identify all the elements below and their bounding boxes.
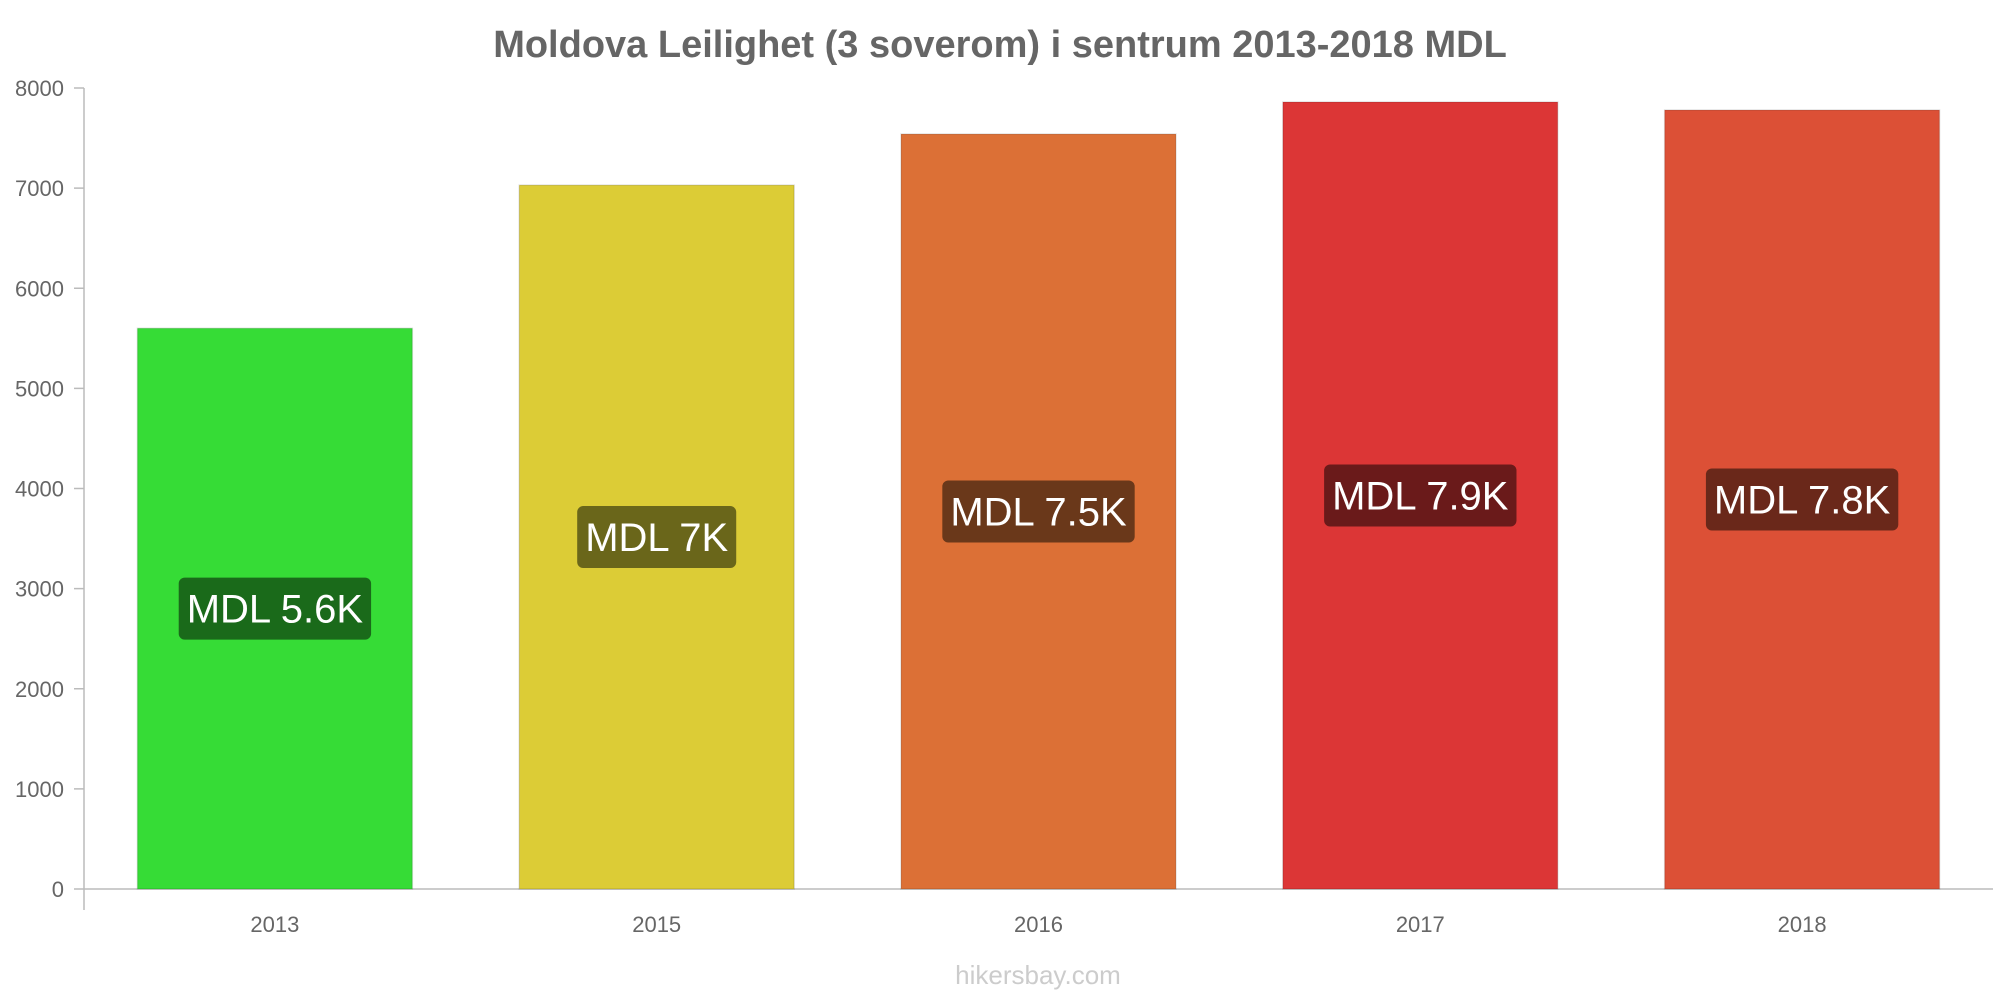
chart-title: Moldova Leilighet (3 soverom) i sentrum … — [493, 24, 1507, 66]
x-axis: 2013 2015 2016 2017 2018 — [84, 888, 1993, 937]
y-tick-label: 4000 — [15, 477, 64, 502]
data-label-background — [577, 506, 737, 569]
y-tick-label: 2000 — [15, 677, 64, 702]
data-label: MDL 5.6K — [187, 588, 364, 632]
watermark: hikersbay.com — [955, 960, 1121, 990]
data-label-background — [942, 480, 1135, 543]
data-label: MDL 7.8K — [1714, 479, 1891, 523]
y-axis: 0 1000 2000 3000 4000 5000 6000 7000 8000 — [15, 76, 85, 910]
x-tick-label: 2016 — [1014, 912, 1063, 937]
y-tick-label: 3000 — [15, 577, 64, 602]
data-label: MDL 7.5K — [950, 491, 1127, 535]
data-label-background — [1324, 464, 1517, 527]
y-tick-label: 0 — [52, 877, 64, 902]
x-tick-label: 2013 — [250, 912, 299, 937]
data-label-background — [1705, 468, 1899, 531]
x-tick-label: 2015 — [632, 912, 681, 937]
y-tick-label: 8000 — [15, 76, 64, 101]
data-label-background — [178, 577, 372, 640]
data-label: MDL 7.9K — [1332, 475, 1509, 519]
data-labels-group: MDL 5.6K MDL 7K MDL 7.5K MDL 7.9K MDL 7.8K — [178, 464, 1899, 640]
x-tick-label: 2017 — [1396, 912, 1445, 937]
x-tick-label: 2018 — [1778, 912, 1827, 937]
y-tick-label: 5000 — [15, 376, 64, 401]
y-tick-label: 6000 — [15, 276, 64, 301]
data-label: MDL 7K — [585, 516, 728, 560]
y-tick-label: 1000 — [15, 777, 64, 802]
y-tick-label: 7000 — [15, 176, 64, 201]
